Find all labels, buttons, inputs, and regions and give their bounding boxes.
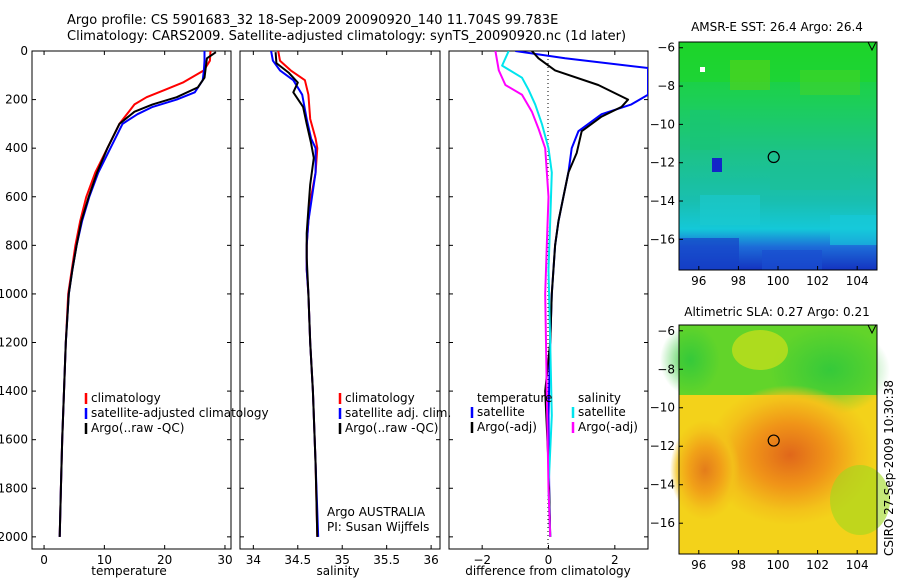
lon-tick-label: 100 <box>767 274 790 288</box>
x-tick-label: 10 <box>97 553 112 567</box>
temperature-profile-plot: 0 200 400 600 800 1000 1200 1400 1600 1800 2000 0 1… <box>0 44 269 578</box>
sla-map-title: Altimetric SLA: 0.27 Argo: 0.21 <box>684 305 869 319</box>
lat-tick-label: −8 <box>657 362 675 376</box>
lon-tick-label: 104 <box>846 558 869 572</box>
lat-tick-label: −12 <box>650 156 675 170</box>
depth-tick-label: 1200 <box>0 336 28 350</box>
cold-anomaly-patch <box>712 158 722 172</box>
series-line-1 <box>58 51 206 537</box>
sst-map: AMSR-E SST: 26.4 Argo: 26.4 96 98 100 102 10… <box>650 20 878 288</box>
x-tick-label: 35.5 <box>373 553 400 567</box>
x-tick-label: 34 <box>246 553 261 567</box>
depth-tick-label: 1600 <box>0 433 28 447</box>
legend-entry-label: climatology <box>91 391 161 405</box>
depth-tick-label: 1000 <box>0 287 28 301</box>
temperature-axis-label: temperature <box>91 564 166 578</box>
x-tick-label: 30 <box>217 553 232 567</box>
legend-entry-label: Argo(..raw -QC) <box>91 421 184 435</box>
legend-entry-label: satellite adj. clim. <box>345 406 451 420</box>
legend-entry-label: Argo(..raw -QC) <box>345 421 438 435</box>
depth-tick-label: 2000 <box>0 530 28 544</box>
lat-tick-label: −14 <box>650 478 675 492</box>
x-tick-label: 20 <box>157 553 172 567</box>
credit-label: CSIRO 27-Sep-2009 10:30:38 <box>882 380 896 556</box>
lon-tick-label: 102 <box>806 558 829 572</box>
pi-label: PI: Susan Wijffels <box>327 520 429 534</box>
depth-tick-label: 400 <box>5 141 28 155</box>
depth-tick-label: 1800 <box>0 481 28 495</box>
lat-tick-label: −10 <box>650 117 675 131</box>
series-line-0 <box>58 51 212 537</box>
difference-profile-plot: −2 0 2 difference from climatology tempera… <box>448 50 649 578</box>
series-line-2 <box>501 51 553 537</box>
difference-axis-label: difference from climatology <box>465 564 631 578</box>
argo-float-marker <box>767 434 780 447</box>
difference-legend: temperaturesatelliteArgo(-adj)salinitysa… <box>470 391 638 434</box>
legend-entry-label: Argo(-adj) <box>578 420 638 434</box>
series-line-2 <box>58 51 217 537</box>
lat-tick-label: −14 <box>650 194 675 208</box>
x-tick-label: 34.5 <box>284 553 311 567</box>
x-tick-label: 0 <box>40 553 48 567</box>
legend-entry-label: satellite <box>578 405 626 419</box>
depth-tick-label: 1400 <box>0 384 28 398</box>
lat-tick-label: −12 <box>650 439 675 453</box>
lat-tick-label: −6 <box>657 41 675 55</box>
depth-tick-label: 0 <box>20 44 28 58</box>
sla-map: Altimetric SLA: 0.27 Argo: 0.21 96 98 100 1… <box>650 305 890 572</box>
lat-tick-label: −16 <box>650 232 675 246</box>
lat-tick-label: −16 <box>650 516 675 530</box>
lat-tick-label: −10 <box>650 401 675 415</box>
salinity-axis-label: salinity <box>316 564 359 578</box>
legend-entry-label: satellite-adjusted climatology <box>91 406 269 420</box>
lon-tick-label: 100 <box>767 558 790 572</box>
depth-tick-label: 800 <box>5 238 28 252</box>
lat-tick-label: −6 <box>657 324 675 338</box>
legend-entry-label: climatology <box>345 391 415 405</box>
lon-tick-label: 98 <box>731 558 746 572</box>
lon-tick-label: 102 <box>806 274 829 288</box>
lat-tick-label: −8 <box>657 79 675 93</box>
legend-entry-label: satellite <box>477 405 525 419</box>
lon-tick-label: 98 <box>731 274 746 288</box>
argo-program-label: Argo AUSTRALIA <box>327 505 426 519</box>
sst-map-title: AMSR-E SST: 26.4 Argo: 26.4 <box>691 20 863 34</box>
figure-title-line-2: Climatology: CARS2009. Satellite-adjuste… <box>67 29 627 44</box>
x-tick-label: 35 <box>335 553 350 567</box>
legend-entry-label: salinity <box>578 391 621 405</box>
depth-tick-label: 200 <box>5 93 28 107</box>
argo-float-marker <box>767 150 780 164</box>
x-tick-label: −2 <box>473 553 491 567</box>
salinity-profile-plot: 34 34.5 35 35.5 36 salinity climatologysatel… <box>239 50 451 578</box>
series-line-2 <box>274 52 319 537</box>
missing-data-pixel <box>700 67 705 72</box>
figure-title-line-1: Argo profile: CS 5901683_32 18-Sep-2009 … <box>67 13 559 28</box>
lon-tick-label: 96 <box>691 274 706 288</box>
series-line-1 <box>531 51 630 537</box>
x-tick-label: 0 <box>545 553 553 567</box>
legend-entry-label: temperature <box>477 391 552 405</box>
lon-tick-label: 96 <box>691 558 706 572</box>
series-line-3 <box>494 51 552 537</box>
series-line-0 <box>515 51 648 537</box>
depth-tick-label: 600 <box>5 190 28 204</box>
legend-entry-label: Argo(-adj) <box>477 420 537 434</box>
series-line-0 <box>277 51 319 537</box>
lon-tick-label: 104 <box>846 274 869 288</box>
x-tick-label: 36 <box>423 553 438 567</box>
x-tick-label: 2 <box>611 553 619 567</box>
